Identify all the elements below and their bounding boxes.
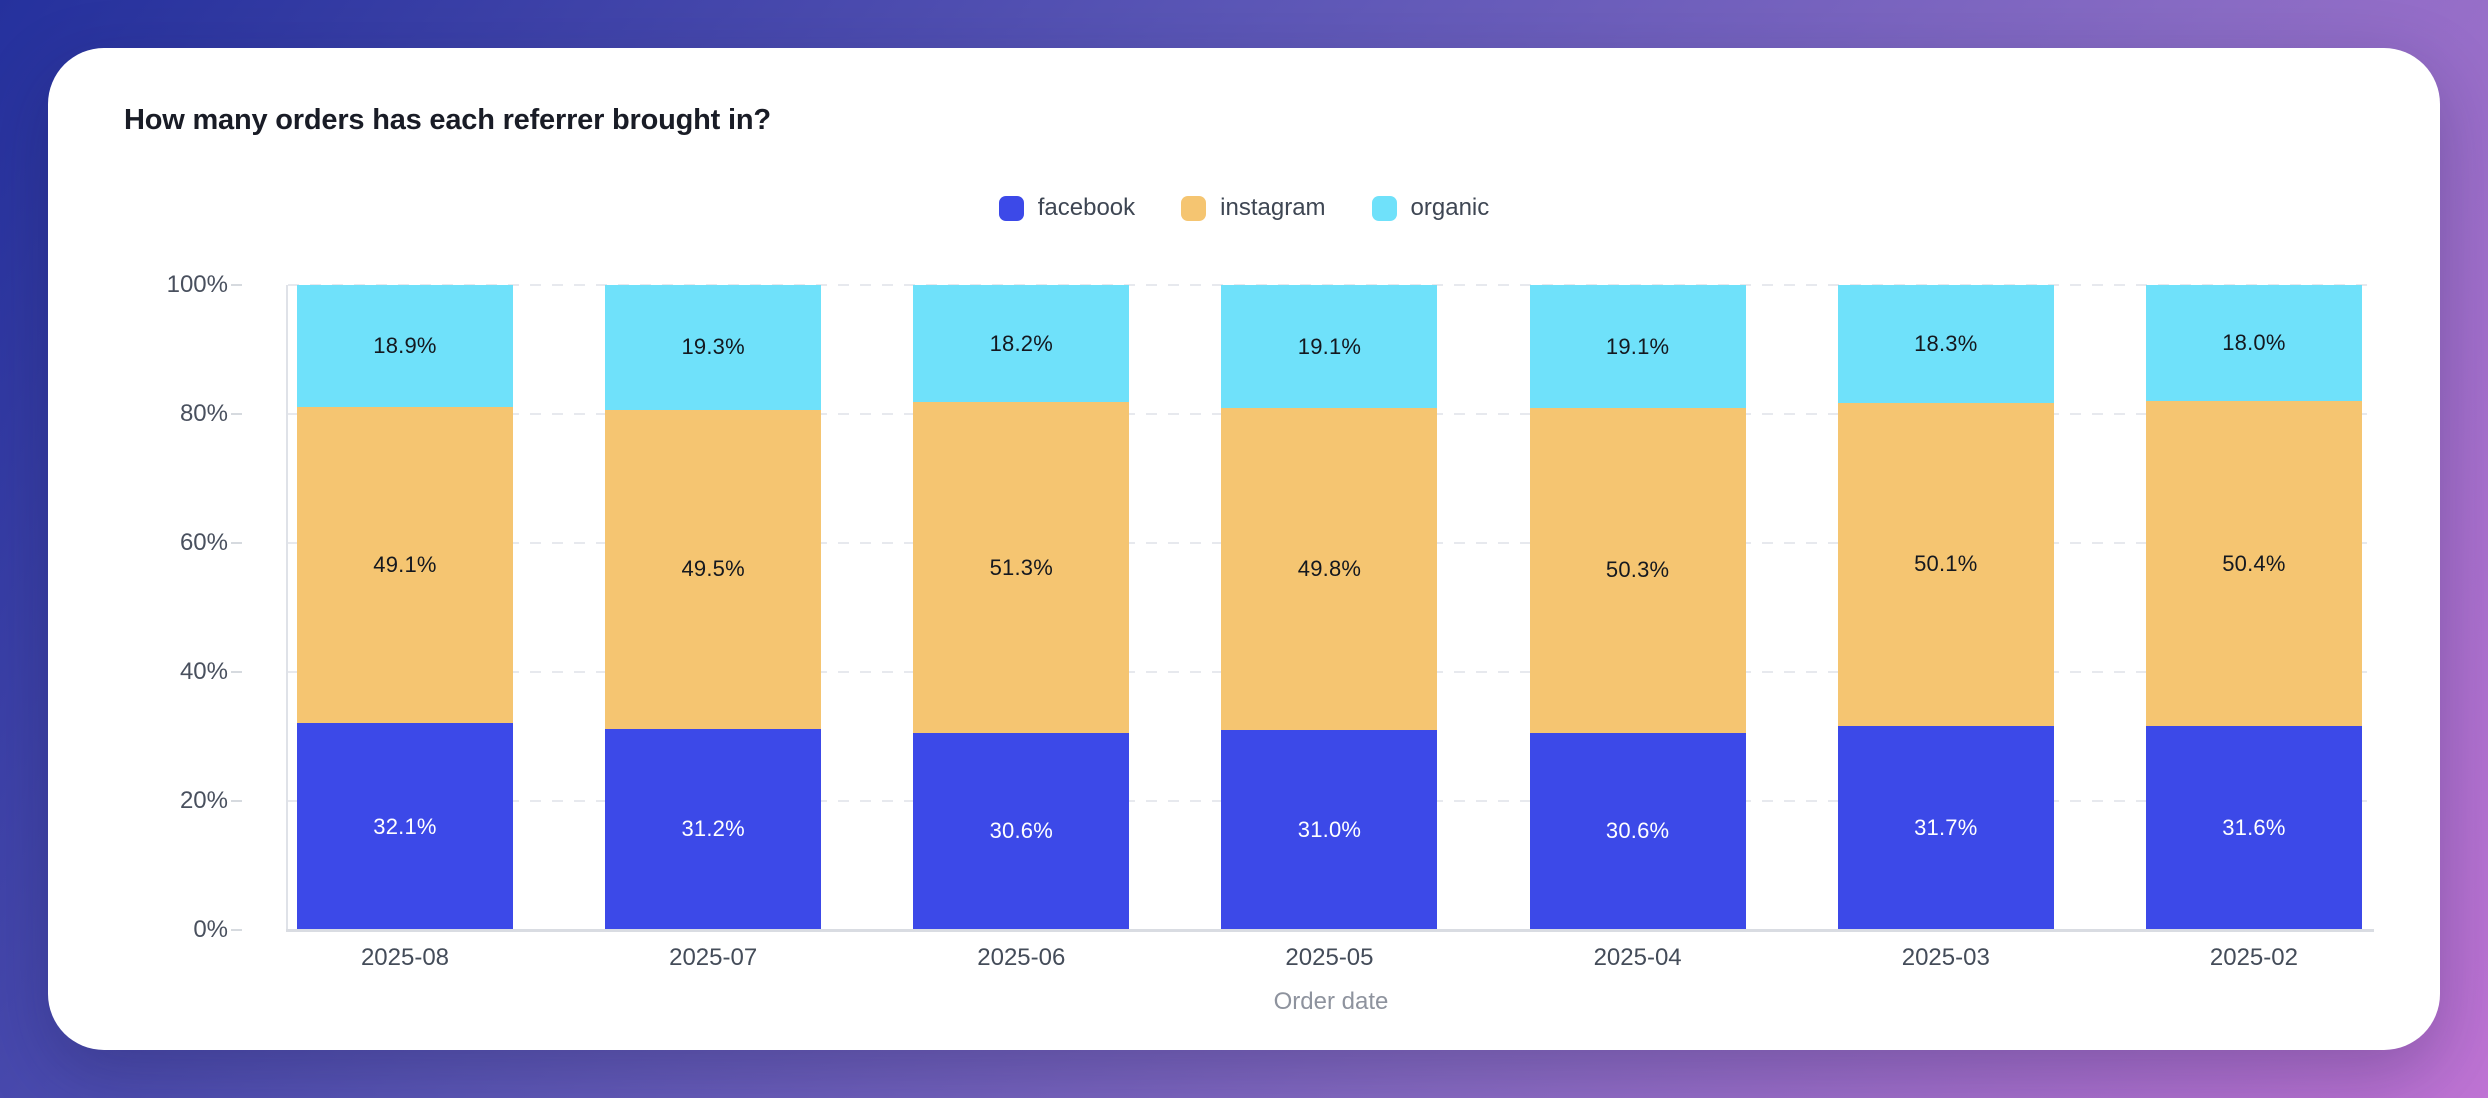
y-tick-mark bbox=[231, 800, 242, 802]
legend-label: organic bbox=[1410, 194, 1490, 221]
x-axis-title: Order date bbox=[1273, 988, 1389, 1015]
bar-value-label: 18.3% bbox=[1914, 330, 1978, 356]
bar-segment-facebook-2025-06[interactable]: 30.6% bbox=[913, 732, 1130, 930]
bar-column-2025-06: 18.2% 51.3% 30.6% bbox=[913, 285, 1130, 930]
bar-value-label: 18.0% bbox=[2222, 330, 2286, 356]
legend-swatch-organic bbox=[1371, 195, 1397, 221]
bar-segment-instagram-2025-08[interactable]: 49.1% bbox=[297, 406, 513, 724]
legend-item-organic[interactable]: organic bbox=[1371, 194, 1490, 222]
bar-segment-instagram-2025-03[interactable]: 50.1% bbox=[1837, 402, 2054, 726]
legend: facebook instagram organic bbox=[48, 194, 2440, 222]
bar-segment-instagram-2025-04[interactable]: 50.3% bbox=[1529, 408, 1746, 733]
bar-value-label: 49.1% bbox=[373, 551, 437, 577]
bar-value-label: 18.2% bbox=[989, 330, 1053, 356]
bar-column-2025-02: 18.0% 50.4% 31.6% bbox=[2145, 285, 2362, 930]
bar-segment-facebook-2025-03[interactable]: 31.7% bbox=[1837, 725, 2054, 930]
bar-value-label: 31.6% bbox=[2222, 815, 2286, 841]
bar-value-label: 32.1% bbox=[373, 813, 437, 839]
y-axis-line bbox=[286, 285, 288, 930]
bar-value-label: 19.3% bbox=[681, 334, 745, 360]
x-tick-label-2025-08: 2025-08 bbox=[360, 944, 450, 971]
x-axis: 2025-08 2025-07 2025-06 2025-05 2025-04 2025-… bbox=[288, 944, 2374, 972]
bar-segment-facebook-2025-05[interactable]: 31.0% bbox=[1221, 729, 1438, 930]
bar-column-2025-05: 19.1% 49.8% 31.0% bbox=[1221, 285, 1438, 930]
x-tick-label-2025-07: 2025-07 bbox=[669, 944, 758, 971]
bar-segment-organic-2025-07[interactable]: 19.3% bbox=[605, 285, 822, 410]
y-tick-label: 60% bbox=[179, 529, 228, 556]
bar-value-label: 19.1% bbox=[1297, 333, 1362, 359]
bar-value-label: 18.9% bbox=[373, 332, 437, 358]
bars-container: 18.9% 49.1% 32.1% 19.3% 49.5% 31.2% 18.2% 51.3%… bbox=[288, 285, 2374, 930]
chart-area: 0% 20% 40% 60% 80% 100% 18.9% 49.1% 32.1% 19.3% 4… bbox=[48, 48, 2440, 1050]
y-tick-mark bbox=[231, 671, 242, 673]
legend-label: instagram bbox=[1220, 194, 1326, 221]
y-tick-label: 40% bbox=[179, 658, 228, 685]
bar-column-2025-08: 18.9% 49.1% 32.1% bbox=[297, 285, 513, 930]
bar-value-label: 30.6% bbox=[989, 818, 1053, 844]
bar-value-label: 19.1% bbox=[1605, 333, 1670, 359]
bar-value-label: 51.3% bbox=[989, 554, 1053, 580]
bar-segment-organic-2025-05[interactable]: 19.1% bbox=[1221, 285, 1438, 409]
x-axis-baseline bbox=[286, 929, 2374, 932]
x-tick-label-2025-06: 2025-06 bbox=[977, 944, 1066, 971]
y-tick-label: 0% bbox=[193, 916, 228, 943]
bar-segment-instagram-2025-02[interactable]: 50.4% bbox=[2145, 401, 2362, 727]
y-tick-mark bbox=[231, 284, 242, 286]
y-tick-mark bbox=[231, 929, 242, 931]
y-tick-label: 80% bbox=[179, 400, 228, 427]
bar-segment-facebook-2025-08[interactable]: 32.1% bbox=[297, 723, 513, 930]
bar-segment-organic-2025-02[interactable]: 18.0% bbox=[2145, 285, 2362, 402]
plot-area: 18.9% 49.1% 32.1% 19.3% 49.5% 31.2% 18.2% 51.3%… bbox=[286, 284, 2374, 932]
y-tick-mark bbox=[231, 542, 242, 544]
bar-value-label: 31.2% bbox=[681, 816, 745, 842]
gridline bbox=[288, 284, 2374, 286]
legend-item-facebook[interactable]: facebook bbox=[998, 194, 1136, 222]
bar-value-label: 31.7% bbox=[1914, 814, 1978, 840]
legend-swatch-facebook bbox=[998, 195, 1024, 221]
bar-segment-organic-2025-04[interactable]: 19.1% bbox=[1529, 285, 1746, 409]
bar-column-2025-07: 19.3% 49.5% 31.2% bbox=[605, 285, 822, 930]
x-tick-label-2025-05: 2025-05 bbox=[1285, 944, 1374, 971]
x-tick-label-2025-04: 2025-04 bbox=[1593, 944, 1682, 971]
bar-segment-instagram-2025-06[interactable]: 51.3% bbox=[913, 402, 1130, 733]
y-tick-label: 20% bbox=[179, 787, 228, 814]
bar-segment-facebook-2025-07[interactable]: 31.2% bbox=[605, 728, 822, 930]
bar-column-2025-03: 18.3% 50.1% 31.7% bbox=[1837, 285, 2054, 930]
y-tick-mark bbox=[231, 413, 242, 415]
bar-segment-facebook-2025-04[interactable]: 30.6% bbox=[1529, 732, 1746, 930]
bar-value-label: 30.6% bbox=[1605, 818, 1670, 844]
chart-card: How many orders has each referrer brough… bbox=[48, 48, 2440, 1050]
chart-title: How many orders has each referrer brough… bbox=[124, 104, 771, 136]
bar-segment-facebook-2025-02[interactable]: 31.6% bbox=[2145, 726, 2362, 930]
legend-swatch-instagram bbox=[1181, 195, 1207, 221]
bar-value-label: 49.5% bbox=[681, 556, 745, 582]
bar-segment-organic-2025-06[interactable]: 18.2% bbox=[913, 285, 1130, 403]
x-tick-label-2025-02: 2025-02 bbox=[2209, 944, 2298, 971]
x-tick-label-2025-03: 2025-03 bbox=[1901, 944, 1990, 971]
y-tick-label: 100% bbox=[166, 271, 228, 298]
legend-label: facebook bbox=[1037, 194, 1136, 221]
bar-segment-instagram-2025-05[interactable]: 49.8% bbox=[1221, 408, 1438, 730]
bar-column-2025-04: 19.1% 50.3% 30.6% bbox=[1529, 285, 1746, 930]
bar-value-label: 50.1% bbox=[1914, 551, 1978, 577]
bar-segment-instagram-2025-07[interactable]: 49.5% bbox=[605, 409, 822, 729]
bar-value-label: 31.0% bbox=[1297, 816, 1362, 842]
bar-segment-organic-2025-03[interactable]: 18.3% bbox=[1837, 285, 2054, 403]
bar-value-label: 50.3% bbox=[1605, 557, 1670, 583]
bar-value-label: 50.4% bbox=[2222, 550, 2286, 576]
y-axis: 0% 20% 40% 60% 80% 100% bbox=[48, 271, 288, 943]
bar-segment-organic-2025-08[interactable]: 18.9% bbox=[297, 285, 513, 407]
legend-item-instagram[interactable]: instagram bbox=[1181, 194, 1326, 222]
bar-value-label: 49.8% bbox=[1297, 556, 1362, 582]
